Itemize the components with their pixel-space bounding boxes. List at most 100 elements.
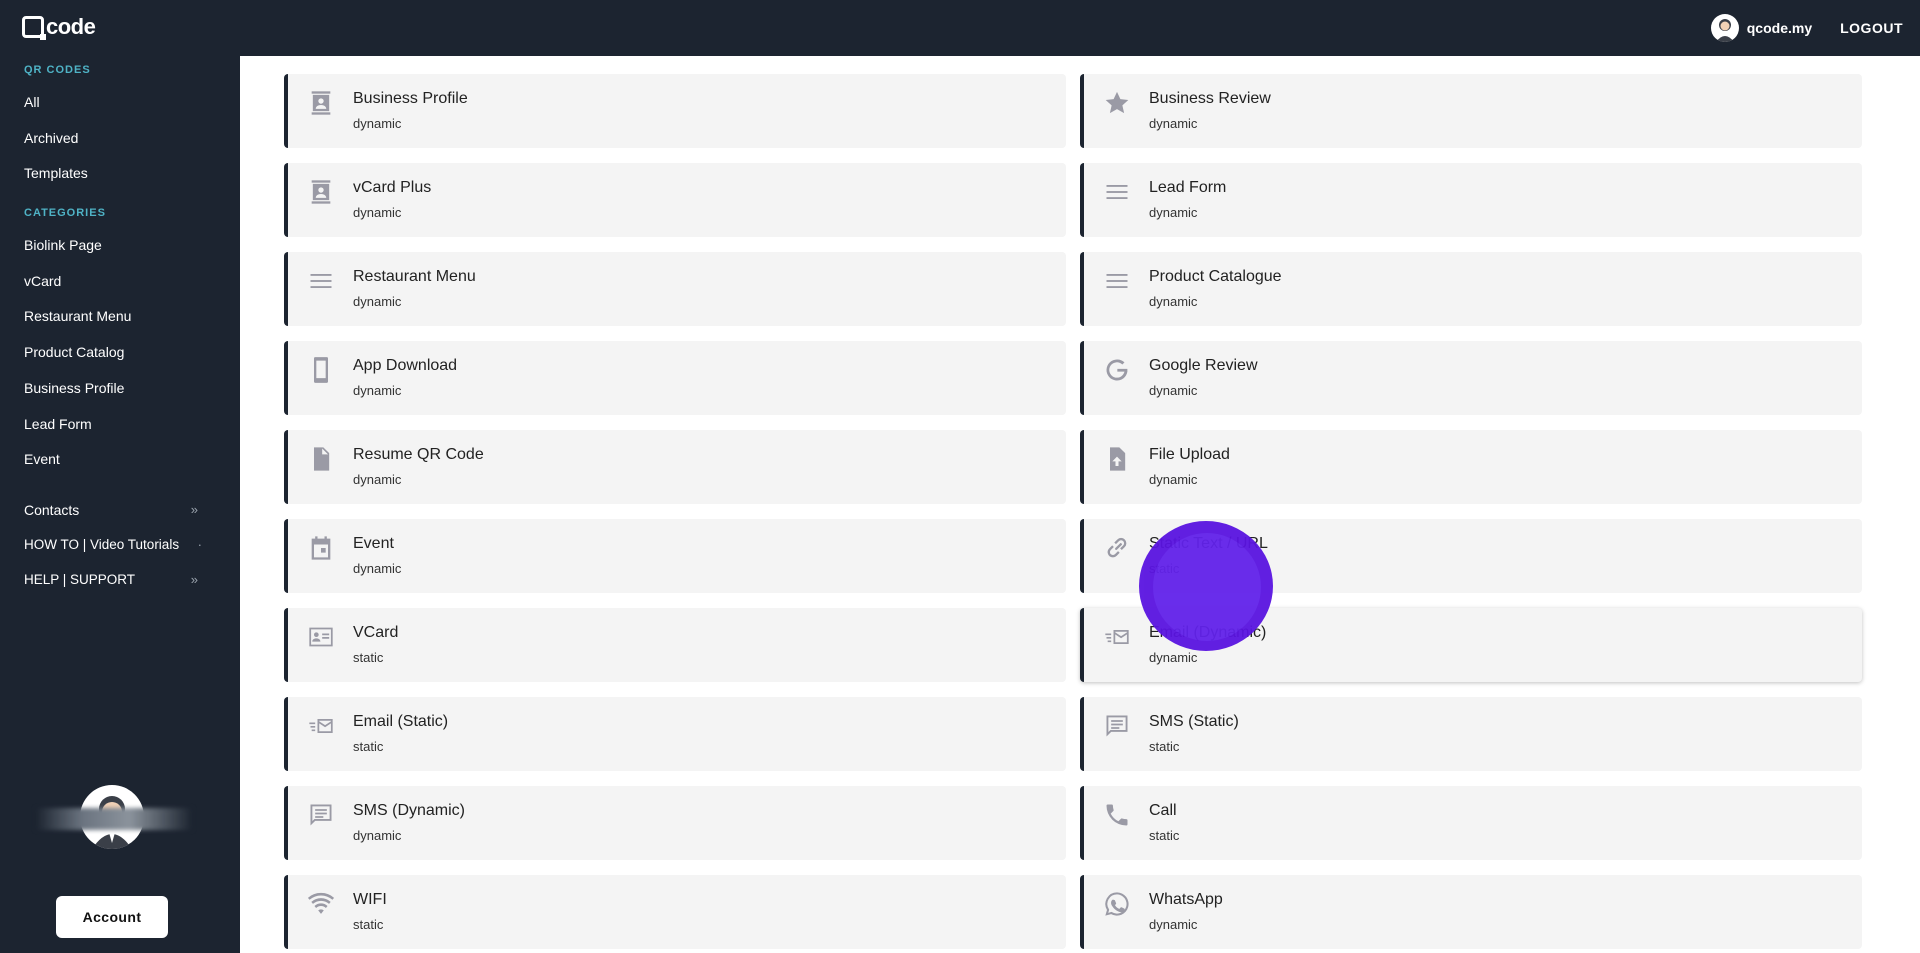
sidebar-item-biolink[interactable]: Biolink Page (24, 237, 102, 253)
qr-type-card-sms-dynamic[interactable]: SMS (Dynamic) dynamic (284, 786, 1066, 860)
sidebar-item-all[interactable]: All (24, 94, 40, 110)
qr-type-card-static-text-url[interactable]: Static Text / URL static (1080, 519, 1862, 593)
qr-type-card-restaurant-menu[interactable]: Restaurant Menu dynamic (284, 252, 1066, 326)
menu-lines-icon (306, 266, 336, 296)
contact-card-icon (306, 177, 336, 207)
sidebar-item-business-profile[interactable]: Business Profile (24, 380, 125, 396)
sidebar-item-contacts[interactable]: Contacts (24, 502, 200, 518)
section-categories: CATEGORIES (24, 207, 106, 219)
card-title: Email (Dynamic) (1149, 624, 1267, 641)
sidebar-item-archived[interactable]: Archived (24, 130, 79, 146)
card-type-label: dynamic (1149, 472, 1198, 487)
card-title: VCard (353, 624, 399, 641)
message-icon (1102, 711, 1132, 741)
qr-type-card-event[interactable]: Event dynamic (284, 519, 1066, 593)
top-bar: code qcode.my LOGOUT (0, 0, 1920, 56)
user-menu[interactable]: qcode.my (1710, 14, 1813, 42)
email-fast-icon (1102, 622, 1132, 652)
card-type-label: dynamic (1149, 116, 1198, 131)
sidebar-item-templates[interactable]: Templates (24, 165, 88, 181)
card-type-label: static (1149, 561, 1180, 576)
link-icon (1102, 533, 1132, 563)
card-type-label: dynamic (353, 383, 402, 398)
qr-type-card-app-download[interactable]: App Download dynamic (284, 341, 1066, 415)
wifi-icon (306, 889, 336, 919)
qr-type-card-file-upload[interactable]: File Upload dynamic (1080, 430, 1862, 504)
qr-type-card-email-dynamic[interactable]: Email (Dynamic) dynamic (1080, 608, 1862, 682)
logo-text: code (46, 14, 96, 39)
qr-type-card-product-catalogue[interactable]: Product Catalogue dynamic (1080, 252, 1862, 326)
card-type-label: dynamic (1149, 917, 1198, 932)
card-type-label: dynamic (1149, 650, 1198, 665)
card-type-label: static (353, 650, 384, 665)
qr-type-card-business-review[interactable]: Business Review dynamic (1080, 74, 1862, 148)
card-title: App Download (353, 357, 458, 374)
qr-type-card-call[interactable]: Call static (1080, 786, 1862, 860)
contact-card-icon (306, 88, 336, 118)
card-title: Email (Static) (353, 713, 449, 730)
message-icon (306, 800, 336, 830)
username: qcode.my (1746, 20, 1813, 36)
card-title: Business Profile (353, 90, 468, 107)
header-actions: qcode.my LOGOUT (1710, 12, 1903, 44)
logout-button[interactable]: LOGOUT (1840, 20, 1903, 36)
card-type-label: dynamic (353, 294, 402, 309)
qr-type-card-resume-qr-code[interactable]: Resume QR Code dynamic (284, 430, 1066, 504)
card-title: Resume QR Code (353, 446, 484, 463)
qr-type-card-email-static[interactable]: Email (Static) static (284, 697, 1066, 771)
card-title: SMS (Dynamic) (353, 802, 466, 819)
card-title: Google Review (1149, 357, 1258, 374)
qr-type-card-vcard-plus[interactable]: vCard Plus dynamic (284, 163, 1066, 237)
qr-type-card-business-profile[interactable]: Business Profile dynamic (284, 74, 1066, 148)
phone-icon (306, 355, 336, 385)
account-button[interactable]: Account (56, 896, 168, 938)
card-type-label: static (353, 917, 384, 932)
sidebar-item-event[interactable]: Event (24, 451, 60, 467)
sidebar-item-product-catalog[interactable]: Product Catalog (24, 344, 125, 360)
card-type-label: dynamic (353, 116, 402, 131)
app-logo[interactable]: code (22, 14, 96, 40)
card-type-label: dynamic (353, 828, 402, 843)
card-title: Business Review (1149, 90, 1271, 107)
card-title: WhatsApp (1149, 891, 1223, 908)
card-title: Call (1149, 802, 1177, 819)
qr-logo-icon (22, 16, 46, 40)
card-type-label: dynamic (1149, 383, 1198, 398)
sidebar-item-help-support[interactable]: HELP | SUPPORT (24, 572, 135, 587)
phone-call-icon (1102, 800, 1132, 830)
card-title: Event (353, 535, 394, 552)
qr-type-card-sms-static[interactable]: SMS (Static) static (1080, 697, 1862, 771)
dot-icon: · (197, 537, 202, 552)
qr-type-card-wifi[interactable]: WIFI static (284, 875, 1066, 949)
calendar-icon (306, 533, 336, 563)
sidebar-item-video-tutorials[interactable]: HOW TO | Video Tutorials (24, 537, 179, 552)
section-qr-codes: QR CODES (24, 64, 91, 76)
user-avatar-icon (1715, 19, 1734, 42)
chevron-right-icon: » (190, 502, 198, 517)
card-title: Lead Form (1149, 179, 1227, 196)
chevron-right-icon: » (190, 572, 198, 587)
google-icon (1102, 355, 1132, 385)
star-icon (1102, 88, 1132, 118)
qr-type-card-google-review[interactable]: Google Review dynamic (1080, 341, 1862, 415)
redacted-account-name (36, 808, 192, 830)
card-type-label: static (1149, 828, 1180, 843)
id-card-icon (306, 622, 336, 652)
sidebar-item-restaurant-menu[interactable]: Restaurant Menu (24, 308, 132, 324)
card-type-label: dynamic (353, 561, 402, 576)
qr-type-grid: Business Profile dynamic Business Review dy… (240, 56, 1920, 953)
card-type-label: static (353, 739, 384, 754)
email-fast-icon (306, 711, 336, 741)
card-type-label: dynamic (353, 472, 402, 487)
qr-type-card-lead-form[interactable]: Lead Form dynamic (1080, 163, 1862, 237)
whatsapp-icon (1102, 889, 1132, 919)
sidebar-item-vcard[interactable]: vCard (24, 273, 62, 289)
sidebar-item-lead-form[interactable]: Lead Form (24, 416, 92, 432)
avatar (1710, 14, 1739, 42)
card-title: vCard Plus (353, 179, 432, 196)
card-title: WIFI (353, 891, 387, 908)
qr-type-card-whatsapp[interactable]: WhatsApp dynamic (1080, 875, 1862, 949)
qr-type-card-vcard[interactable]: VCard static (284, 608, 1066, 682)
card-type-label: dynamic (1149, 205, 1198, 220)
card-title: File Upload (1149, 446, 1230, 463)
